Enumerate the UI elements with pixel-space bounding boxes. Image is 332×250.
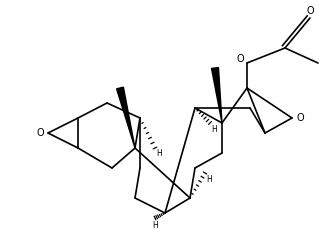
Text: O: O: [236, 54, 244, 64]
Text: H: H: [152, 222, 158, 230]
Polygon shape: [211, 68, 222, 123]
Text: H: H: [156, 150, 162, 158]
Text: O: O: [296, 113, 304, 123]
Polygon shape: [117, 87, 135, 148]
Text: H: H: [211, 124, 217, 134]
Text: O: O: [36, 128, 44, 138]
Text: H: H: [206, 174, 212, 184]
Text: O: O: [306, 6, 314, 16]
